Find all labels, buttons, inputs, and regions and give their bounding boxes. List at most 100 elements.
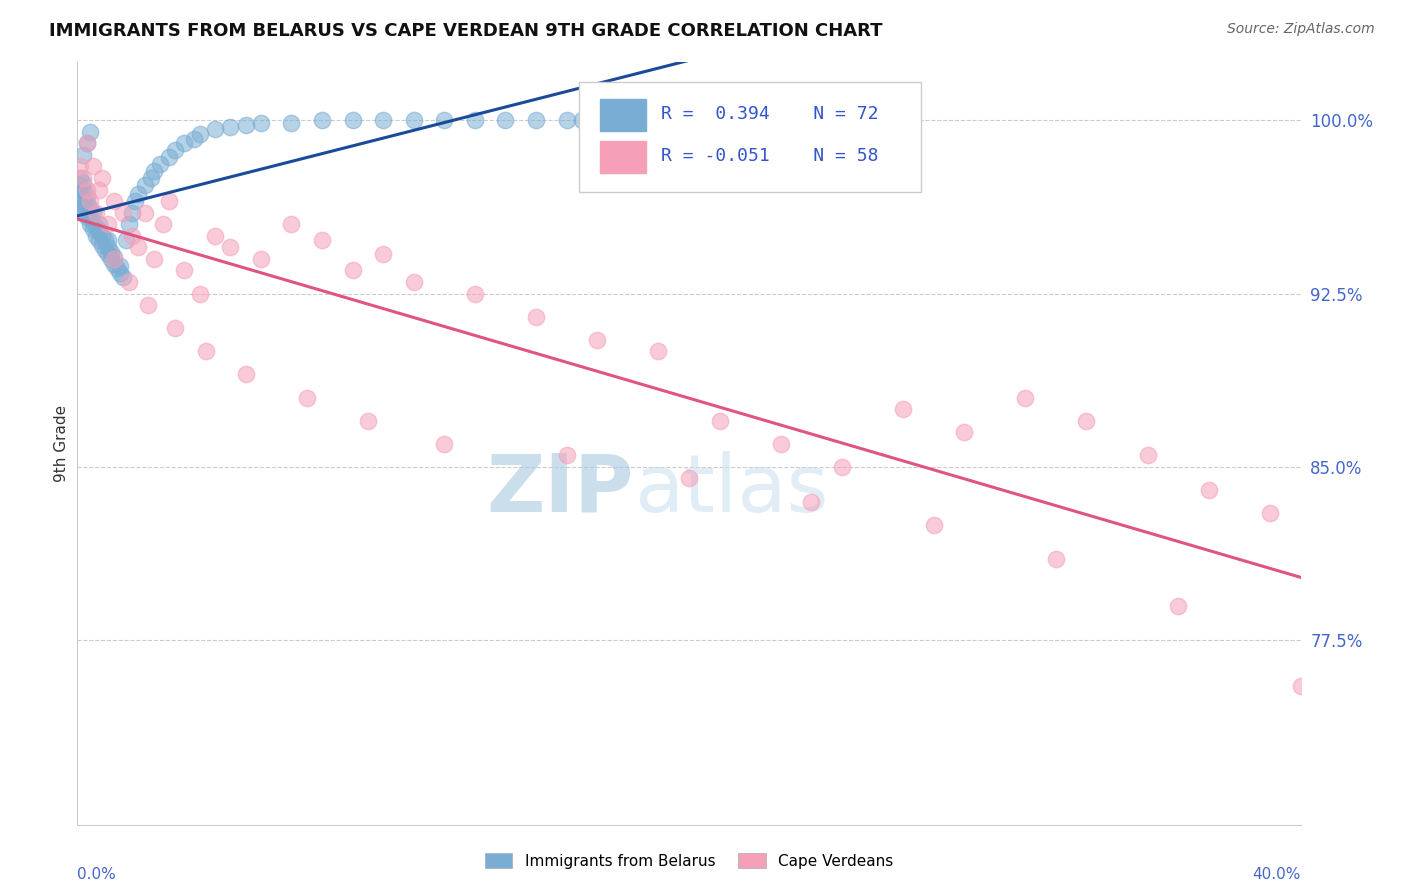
Point <box>69 178 91 192</box>
Point <box>311 113 333 128</box>
Point <box>219 120 242 135</box>
Point <box>76 196 98 211</box>
Point <box>139 171 162 186</box>
Point <box>103 194 125 208</box>
Point <box>280 217 302 231</box>
Point <box>76 136 98 151</box>
Point <box>72 205 94 219</box>
Point <box>127 187 149 202</box>
Point <box>118 217 141 231</box>
Point <box>82 222 104 236</box>
Point <box>402 275 425 289</box>
Y-axis label: 9th Grade: 9th Grade <box>53 405 69 483</box>
Point <box>94 234 117 248</box>
Text: ZIP: ZIP <box>486 450 634 529</box>
Point <box>76 189 98 203</box>
Point <box>1045 552 1067 566</box>
Point <box>97 234 120 248</box>
Point <box>235 118 257 132</box>
Point <box>1258 506 1281 520</box>
Point <box>555 113 578 128</box>
Point <box>127 240 149 254</box>
Point <box>183 132 205 146</box>
Point <box>94 243 117 257</box>
Point <box>495 113 517 128</box>
Point <box>342 113 364 128</box>
Point <box>90 238 112 252</box>
Point <box>84 219 107 234</box>
Point <box>69 194 91 208</box>
Text: Source: ZipAtlas.com: Source: ZipAtlas.com <box>1227 22 1375 37</box>
Point <box>79 217 101 231</box>
Point <box>235 368 257 382</box>
Text: atlas: atlas <box>634 450 828 529</box>
Point <box>402 113 425 128</box>
Point <box>891 402 914 417</box>
Point <box>134 178 156 192</box>
Point <box>204 122 226 136</box>
Bar <box>599 141 647 173</box>
Point <box>84 228 107 243</box>
Point <box>79 194 101 208</box>
Point <box>76 136 98 151</box>
Point <box>69 187 91 202</box>
Point <box>103 252 125 266</box>
Point <box>103 256 125 270</box>
Point <box>121 205 143 219</box>
Point <box>72 171 94 186</box>
Point <box>173 263 195 277</box>
Point <box>72 199 94 213</box>
Point <box>342 263 364 277</box>
Point <box>769 437 792 451</box>
Point <box>953 425 976 440</box>
Text: IMMIGRANTS FROM BELARUS VS CAPE VERDEAN 9TH GRADE CORRELATION CHART: IMMIGRANTS FROM BELARUS VS CAPE VERDEAN … <box>49 22 883 40</box>
Point <box>90 171 112 186</box>
Point <box>97 217 120 231</box>
Point <box>108 266 131 280</box>
Point <box>709 414 731 428</box>
Point <box>586 113 609 128</box>
Point <box>79 125 101 139</box>
Point <box>800 494 823 508</box>
Point <box>142 164 165 178</box>
Point <box>118 275 141 289</box>
Point <box>1136 448 1159 462</box>
Point <box>100 252 122 266</box>
Point <box>1076 414 1098 428</box>
Point <box>250 252 273 266</box>
Text: 0.0%: 0.0% <box>77 867 117 881</box>
Point <box>79 211 101 225</box>
Point <box>1014 391 1036 405</box>
Bar <box>599 99 647 131</box>
Point <box>188 127 211 141</box>
Point <box>280 115 302 129</box>
Point <box>115 234 138 248</box>
Point <box>922 517 945 532</box>
Point <box>76 203 98 218</box>
Point <box>87 234 110 248</box>
Legend: Immigrants from Belarus, Cape Verdeans: Immigrants from Belarus, Cape Verdeans <box>478 847 900 875</box>
Point <box>84 205 107 219</box>
Point <box>100 244 122 259</box>
Point <box>136 298 159 312</box>
Point <box>87 224 110 238</box>
Point <box>152 217 174 231</box>
Point <box>67 201 90 215</box>
Point <box>371 247 394 261</box>
Point <box>250 115 273 129</box>
Point <box>97 247 120 261</box>
Point <box>831 459 853 474</box>
Point <box>204 228 226 243</box>
Point <box>124 194 146 208</box>
Point <box>165 143 187 157</box>
Point <box>524 310 547 324</box>
Point <box>82 160 104 174</box>
Point <box>79 201 101 215</box>
Point <box>647 344 669 359</box>
Point <box>219 240 242 254</box>
Point <box>188 286 211 301</box>
Point <box>72 176 94 190</box>
Point <box>157 150 180 164</box>
Point <box>69 171 91 186</box>
Point <box>69 160 91 174</box>
